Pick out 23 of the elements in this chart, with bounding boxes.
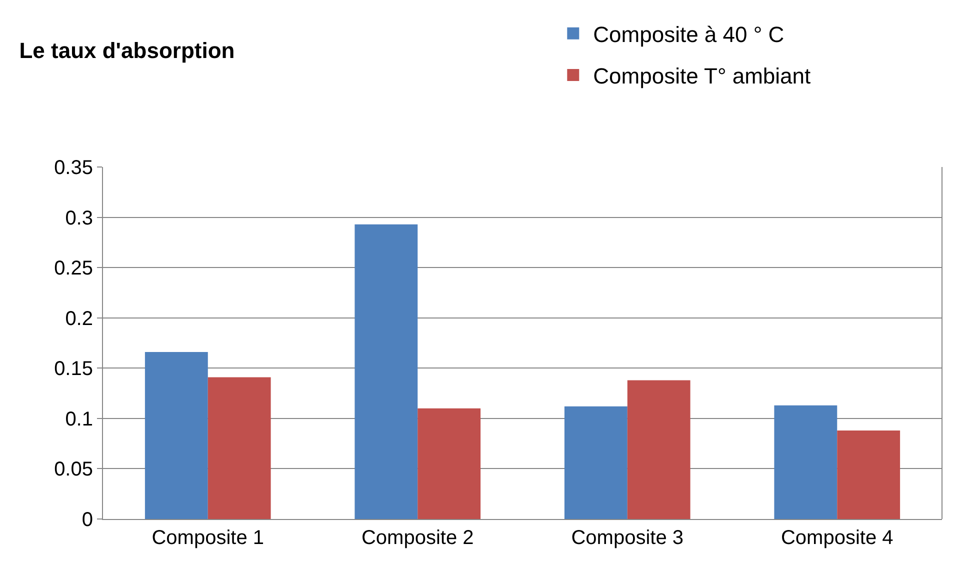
- x-tick-label: Composite 3: [571, 527, 684, 549]
- x-tick-label: Composite 1: [152, 527, 264, 549]
- bar: [144, 352, 208, 519]
- y-tick-label: 0.2: [65, 308, 93, 330]
- legend-label: Composite T° ambiant: [593, 64, 811, 89]
- bar: [627, 380, 690, 519]
- x-tick-label: Composite 4: [780, 527, 894, 549]
- y-tick-label: 0.35: [54, 157, 93, 179]
- legend-label: Composite à 40 ° C: [593, 22, 784, 47]
- y-tick-label: 0.1: [65, 408, 93, 430]
- x-tick-label: Composite 2: [361, 527, 474, 549]
- bar: [837, 430, 900, 519]
- y-tick-label: 0: [82, 509, 93, 531]
- y-tick-label: 0.05: [54, 458, 93, 481]
- bar: [564, 406, 628, 519]
- bar: [208, 377, 271, 519]
- bar: [354, 224, 418, 519]
- y-tick-label: 0.15: [54, 358, 93, 380]
- chart-title: Le taux d'absorption: [19, 38, 235, 64]
- bar: [418, 408, 481, 519]
- y-tick-label: 0.3: [65, 207, 93, 230]
- y-tick-label: 0.25: [54, 258, 93, 280]
- bar: [774, 405, 838, 519]
